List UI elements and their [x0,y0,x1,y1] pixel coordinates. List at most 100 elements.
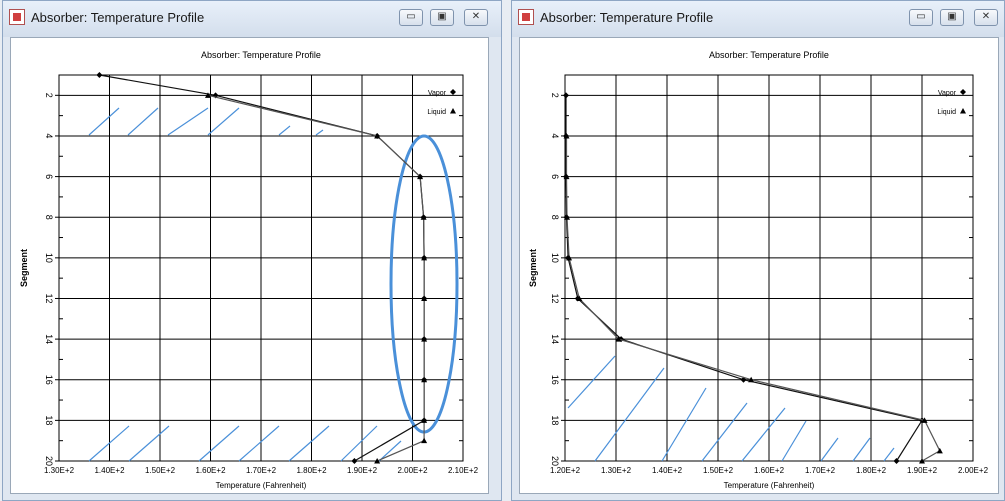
close-button[interactable]: ✕ [464,9,488,26]
window-title: Absorber: Temperature Profile [540,10,714,25]
x-tick-label: 2.00E+2 [958,466,989,475]
liquid-point [374,132,381,139]
liquid-point [921,417,928,423]
liquid-point [919,458,925,464]
chart-title: Absorber: Temperature Profile [709,50,829,60]
y-tick-label: 6 [44,174,54,179]
vapor-point [893,458,900,464]
y-tick-label: 8 [550,215,560,220]
liquid-point [421,254,428,261]
x-axis-title: Temperature (Fahrenheit) [724,481,815,490]
maximize-button[interactable]: ▣ [940,9,964,26]
chart-window-1: Absorber: Temperature Profile ▭ ▣ ✕ Abso… [2,0,502,501]
vapor-point [563,92,570,99]
annotation-hatch-line [88,425,130,462]
liquid-point [374,458,381,464]
series-line-vapor [99,74,425,462]
y-tick-label: 10 [44,253,54,263]
vapor-point [351,458,358,464]
liquid-point [421,437,428,444]
minimize-button[interactable]: ▭ [909,9,933,26]
y-tick-label: 8 [44,215,54,220]
legend-vapor-marker [450,89,456,95]
plot-area: Absorber: Temperature Profile 1.20E+2 1.30… [519,37,999,494]
liquid-point [615,336,622,342]
x-tick-label: 1.40E+2 [652,466,683,475]
temperature-profile-chart: Absorber: Temperature Profile 1.20E+2 1.30… [528,50,989,490]
x-tick-label: 1.70E+2 [246,466,277,475]
y-axis-title: Segment [528,249,538,287]
x-tick-label: 1.60E+2 [195,466,226,475]
annotation-hatch-line [340,425,378,462]
annotation-hatch-line [315,129,324,136]
y-tick-label: 4 [44,133,54,138]
annotation-hatch-line [820,437,839,462]
liquid-point [421,376,428,383]
x-axis-title: Temperature (Fahrenheit) [216,481,307,490]
y-tick-label: 10 [550,253,560,263]
title-bar[interactable]: Absorber: Temperature Profile ▭ ▣ ✕ [3,1,501,37]
annotation-hatch-line [701,402,748,462]
liquid-point [417,173,424,180]
liquid-point [748,376,755,383]
x-tick-label: 1.50E+2 [145,466,176,475]
annotation-hatch-line [852,437,871,462]
chart-window-2: Absorber: Temperature Profile ▭ ▣ ✕ Abso… [511,0,1005,501]
close-button[interactable]: ✕ [974,9,998,26]
annotation-hatch-line [88,107,120,136]
y-tick-label: 2 [550,93,560,98]
y-axis-title: Segment [19,249,29,287]
x-tick-label: 1.30E+2 [601,466,632,475]
legend-label: Liquid [937,109,956,116]
legend-label: Liquid [427,109,446,116]
x-tick-label: 1.30E+2 [44,466,75,475]
window-title: Absorber: Temperature Profile [31,10,205,25]
x-tick-label: 1.80E+2 [296,466,327,475]
x-tick-label: 2.00E+2 [397,466,428,475]
annotation-hatch-line [883,447,895,462]
chart-title: Absorber: Temperature Profile [201,50,321,60]
liquid-point [564,214,571,220]
y-tick-label: 14 [550,334,560,344]
annotation-hatch-line [128,425,170,462]
y-tick-label: 6 [550,174,560,179]
vapor-point [96,72,103,78]
y-tick-label: 14 [44,334,54,344]
liquid-point [566,254,573,261]
legend-label: Vapor [428,90,447,97]
plot-area: Absorber: Temperature Profile 1.30E+2 1.40… [10,37,489,494]
minimize-button[interactable]: ▭ [399,9,423,26]
y-tick-label: 4 [550,133,560,138]
y-tick-label: 20 [44,456,54,466]
temperature-profile-chart: Absorber: Temperature Profile 1.30E+2 1.40… [19,50,479,490]
legend-liquid-marker [960,108,966,114]
app-icon [518,9,534,25]
annotation-hatch-line [127,107,159,136]
title-bar[interactable]: Absorber: Temperature Profile ▭ ▣ ✕ [512,1,1004,37]
liquid-point [421,417,428,423]
annotation-hatch-line [198,425,240,462]
x-tick-label: 1.60E+2 [754,466,785,475]
y-tick-label: 20 [550,456,560,466]
annotation-hatch-line [238,425,280,462]
series-line-liquid [565,135,941,462]
plot-frame [564,74,974,462]
liquid-point [936,447,943,454]
legend-label: Vapor [938,90,957,97]
x-tick-label: 1.90E+2 [347,466,378,475]
y-tick-label: 12 [550,293,560,303]
legend-liquid-marker [450,108,456,114]
annotation-hatch-line [167,107,209,136]
x-tick-label: 1.40E+2 [94,466,125,475]
maximize-button[interactable]: ▣ [430,9,454,26]
y-tick-label: 16 [550,375,560,385]
liquid-point [421,336,428,342]
annotation-hatch-line [288,425,330,462]
liquid-point [576,295,583,301]
x-tick-label: 1.20E+2 [550,466,581,475]
annotation-hatch-line [781,420,807,462]
x-tick-label: 1.50E+2 [703,466,734,475]
app-icon [9,9,25,25]
annotation-hatch-line [661,387,707,462]
x-tick-label: 1.70E+2 [805,466,836,475]
